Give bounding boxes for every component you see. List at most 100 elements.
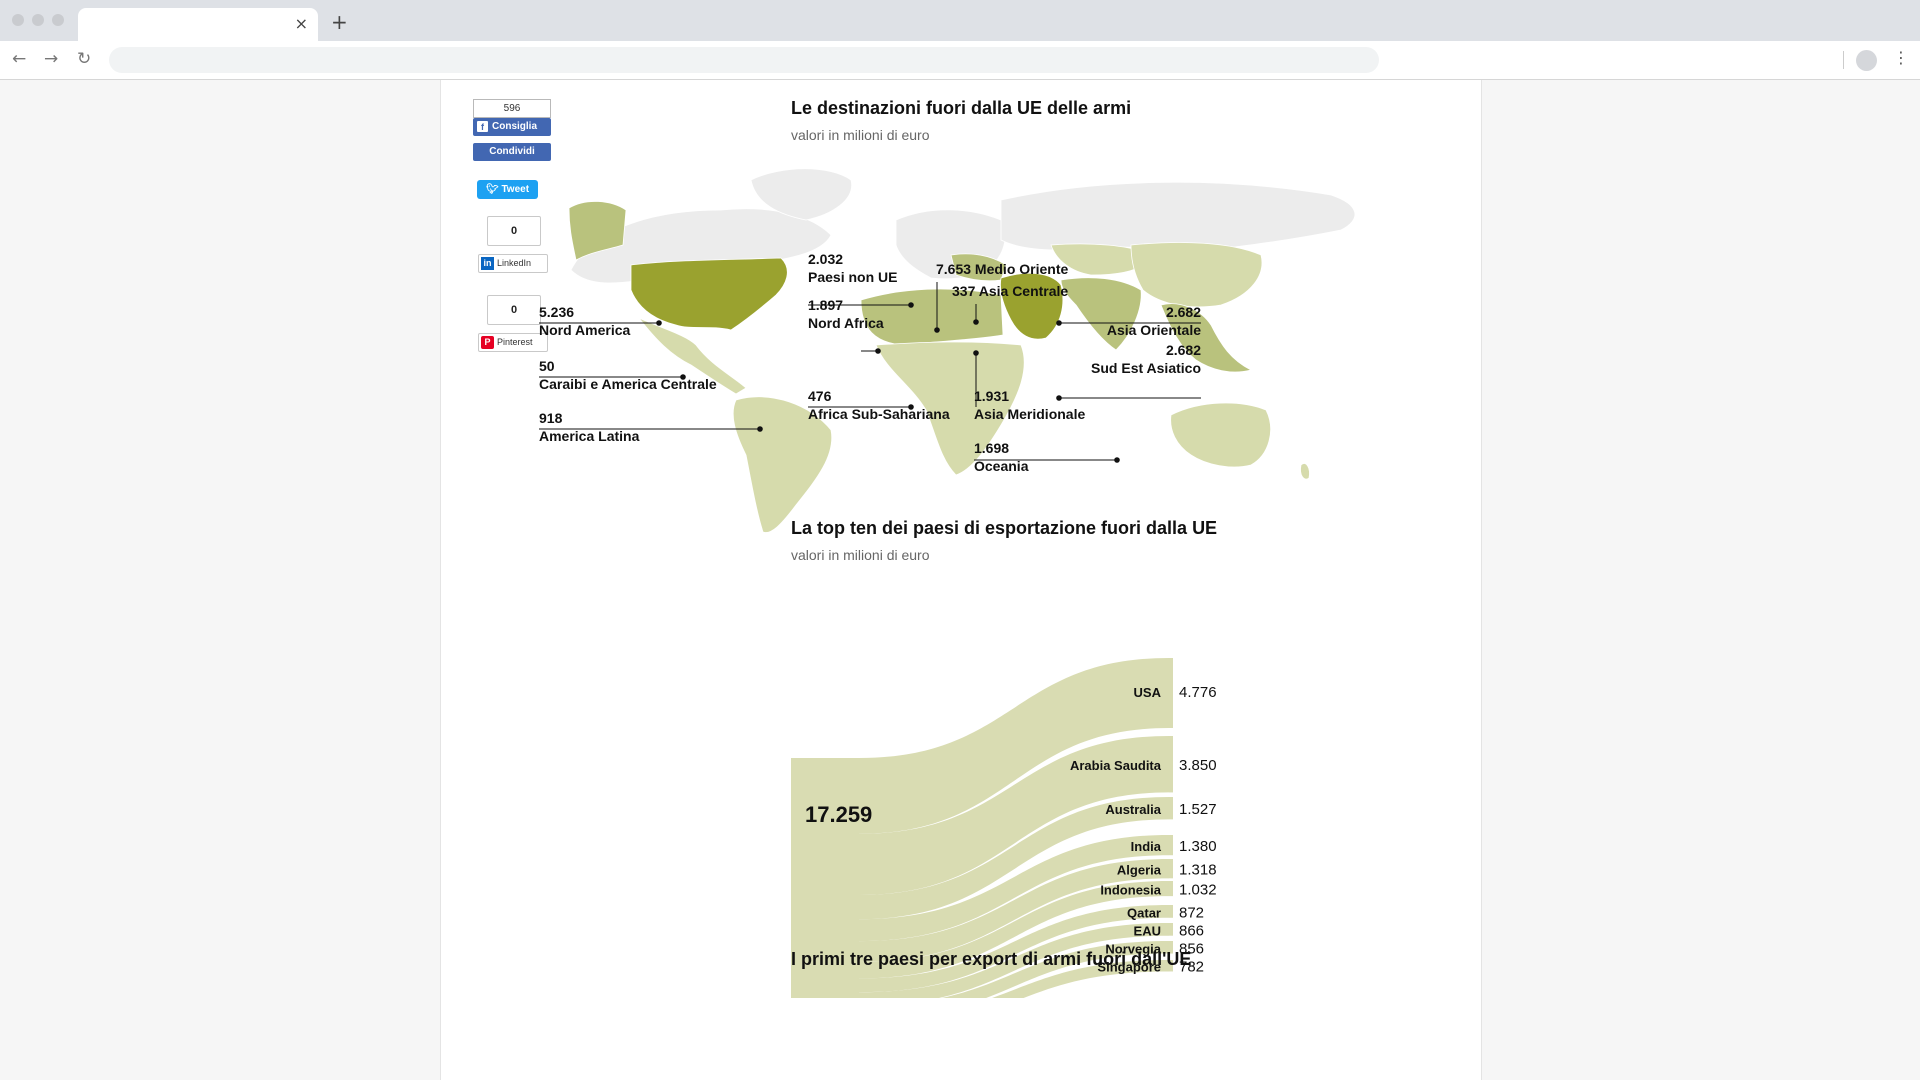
flow-target-bar [1169,658,1173,728]
country-value: 1.318 [1179,862,1217,879]
flow-subtitle: valori in milioni di euro [791,547,930,563]
leader-dot [934,327,940,333]
window-controls [12,14,64,26]
leader-dot [1114,457,1120,463]
country-label: Algeria [1117,863,1162,878]
flow-total: 17.259 [805,802,872,827]
pinterest-label: Pinterest [497,337,533,347]
oceania [1170,402,1271,468]
region-name: Oceania [974,458,1029,474]
region-value: 476 [808,388,832,404]
country-label: EAU [1134,923,1161,938]
country-value: 1.032 [1179,882,1217,899]
flow-band [859,797,1169,920]
region-label: 7.653 Medio Oriente [936,261,1068,277]
leader-dot [1056,320,1062,326]
forward-icon[interactable]: → [44,49,59,69]
country-value: 866 [1179,922,1204,939]
flow-target-bar [1169,960,1173,972]
country-label: India [1131,839,1162,854]
sub-saharan-africa [875,341,1025,476]
region-name: Asia Meridionale [974,406,1085,422]
south-asia [1060,277,1142,351]
browser-menu-icon[interactable]: ⋮ [1893,48,1909,67]
close-window-button[interactable] [12,14,24,26]
flow-band [859,835,1169,942]
linkedin-icon: in [481,257,494,270]
facebook-share-button[interactable]: Condividi [473,143,551,161]
usa [630,257,788,331]
country-value: 4.776 [1179,684,1217,701]
country-label: Singapore [1097,960,1161,975]
twitter-icon: 🐦︎ [485,184,502,195]
world-map: 5.236 Nord America 50 Caraibi e America Cen… [539,168,1356,533]
flow-labels: USA 4.776 Arabia Saudita 3.850 Australia 1.52… [805,684,1217,976]
flow-target-bar [1169,859,1173,879]
region-name: Paesi non UE [808,269,897,285]
flow-title: La top ten dei paesi di esportazione fuo… [791,518,1218,538]
flow-band [859,881,1169,979]
back-icon[interactable]: ← [12,49,27,69]
country-label: Norvegia [1105,941,1161,956]
map-subtitle: valori in milioni di euro [791,127,930,143]
profile-avatar[interactable] [1856,50,1877,71]
linkedin-share-button[interactable]: in LinkedIn [478,254,548,273]
region-label: 337 Asia Centrale [952,283,1068,299]
flow-target-bar [1169,941,1173,954]
region-value: 2.032 [808,251,843,267]
russia [1000,181,1356,251]
leader-dot [757,426,763,432]
address-bar[interactable] [109,47,1379,73]
leader-dot [973,350,979,356]
flow-band [859,736,1169,895]
pinterest-share-button[interactable]: P Pinterest [478,333,548,352]
new-zealand [1300,463,1310,480]
map-title: Le destinazioni fuori dalla UE delle arm… [791,98,1132,118]
tab-strip: × + [0,0,1920,41]
leader-dot [1056,395,1062,401]
toolbar-divider [1843,51,1844,69]
flow-target-bar [1169,736,1173,793]
flow-target-bar [1169,923,1173,936]
minimize-window-button[interactable] [32,14,44,26]
facebook-like-button[interactable]: f Consiglia [473,118,551,136]
export-flow-chart: USA 4.776 Arabia Saudita 3.850 Australia 1.52… [791,658,1217,998]
close-tab-icon[interactable]: × [294,14,308,33]
country-value: 872 [1179,904,1204,921]
country-label: USA [1134,685,1162,700]
flow-band [992,960,1169,998]
flow-bands [791,658,1173,998]
reload-icon[interactable]: ↻ [77,49,92,69]
new-tab-icon[interactable]: + [331,10,348,34]
country-value: 1.380 [1179,838,1217,855]
flow-target-bar [1169,835,1173,856]
leader-dot [908,404,914,410]
country-value: 3.850 [1179,757,1217,774]
leader-lines [539,282,1201,461]
region-value: 5.236 [539,304,574,320]
facebook-count: 596 [473,99,551,118]
country-label: Indonesia [1100,883,1161,898]
region-labels: 5.236 Nord America 50 Caraibi e America Cen… [539,251,1201,474]
flow-band [859,905,1169,993]
third-section-title: I primi tre paesi per export di armi fuo… [791,949,1192,969]
browser-toolbar: ← → ↻ ⋮ [0,41,1920,80]
middle-east [1000,272,1064,340]
flow-target-bar [1169,905,1173,918]
linkedin-count: 0 [487,216,541,246]
mexico-central-america [638,317,747,395]
linkedin-label: LinkedIn [497,258,532,268]
region-value: 2.682 [1166,304,1201,320]
north-africa [860,288,1004,346]
flow-target-bar [1169,797,1173,820]
browser-tab[interactable]: × [78,8,318,41]
facebook-icon: f [477,121,488,132]
maximize-window-button[interactable] [52,14,64,26]
tweet-button[interactable]: 🐦︎ Tweet [477,180,538,199]
facebook-like-label: Consiglia [492,121,538,132]
flow-target-bar [1169,881,1173,897]
leader-dot [973,319,979,325]
browser-chrome: × + ← → ↻ ⋮ [0,0,1920,80]
region-value: 1.698 [974,440,1009,456]
greenland [750,168,852,221]
